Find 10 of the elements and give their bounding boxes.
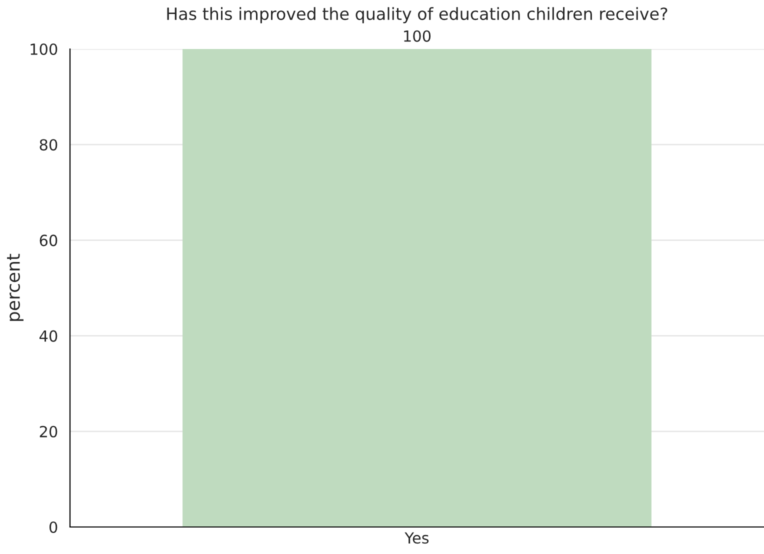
data-label: 100: [404, 30, 431, 42]
y-tick-label: 80: [40, 139, 58, 151]
y-tick-label: 40: [40, 330, 58, 342]
y-axis-title: percent: [7, 254, 24, 321]
y-tick-label: 60: [40, 234, 58, 246]
chart-title: Has this improved the quality of education children receive?: [167, 7, 668, 24]
y-tick-label: 100: [30, 43, 58, 56]
y-tick-label: 20: [40, 426, 58, 438]
y-tick-label: 0: [49, 521, 58, 534]
x-tick-label: Yes: [404, 532, 429, 544]
